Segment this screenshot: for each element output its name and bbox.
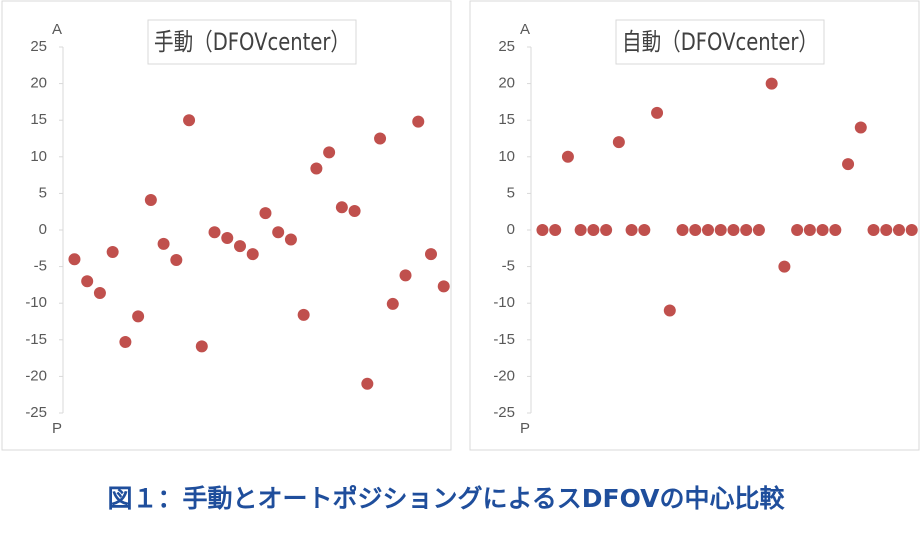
point [892, 224, 905, 236]
point [587, 224, 600, 236]
point [132, 310, 145, 323]
point [803, 224, 816, 236]
point [335, 201, 348, 214]
point [867, 224, 880, 236]
point [361, 377, 374, 390]
point [829, 224, 842, 236]
y-tick-label: 0 [507, 221, 515, 238]
point [348, 204, 361, 217]
y-tick-label: 0 [39, 221, 47, 238]
point [791, 224, 804, 236]
y-tick-label: -5 [34, 258, 47, 275]
point [424, 248, 437, 261]
point [233, 240, 246, 253]
point [412, 115, 425, 128]
y-tick-label: -10 [25, 294, 47, 311]
point [752, 224, 765, 236]
point [905, 224, 918, 236]
point [701, 224, 714, 236]
point [625, 224, 638, 236]
point [536, 224, 549, 236]
y-tick-label: -5 [502, 258, 515, 275]
point [638, 224, 651, 236]
y-tick-label: -25 [493, 404, 515, 421]
point [310, 162, 323, 175]
y-tick-label: 15 [498, 111, 515, 128]
chart-title: 自動（DFOVcenter） [622, 28, 818, 56]
point [727, 224, 740, 236]
axis-label: A [52, 21, 62, 38]
axis-label: A [520, 21, 530, 38]
point [144, 193, 157, 206]
point [765, 77, 778, 90]
point [612, 136, 625, 149]
point [68, 253, 81, 266]
point [676, 224, 689, 236]
point [272, 226, 285, 239]
y-tick-label: -25 [25, 404, 47, 421]
point [600, 224, 613, 236]
point [284, 233, 297, 246]
point [880, 224, 893, 236]
point [663, 304, 676, 317]
point [740, 224, 753, 236]
point [81, 275, 94, 288]
point [246, 248, 259, 261]
y-tick-label: 5 [39, 184, 47, 201]
point [93, 286, 106, 299]
axis-label: P [52, 420, 62, 437]
y-tick-label: -10 [493, 294, 515, 311]
y-tick-label: -15 [25, 331, 47, 348]
point [778, 260, 791, 273]
point [183, 114, 196, 127]
point [842, 158, 855, 171]
point [651, 106, 664, 119]
y-tick-label: 20 [30, 75, 47, 92]
y-tick-label: 25 [498, 38, 515, 55]
point [170, 254, 183, 267]
point [714, 224, 727, 236]
y-tick-label: 25 [30, 38, 47, 55]
y-tick-label: 10 [498, 148, 515, 165]
point [386, 297, 399, 310]
point [816, 224, 829, 236]
y-tick-label: 10 [30, 148, 47, 165]
y-tick-label: -15 [493, 331, 515, 348]
point [323, 146, 336, 159]
point [561, 150, 574, 163]
point [374, 132, 387, 145]
y-tick-label: -20 [25, 367, 47, 384]
point [399, 269, 412, 282]
point [574, 224, 587, 236]
y-tick-label: -20 [493, 367, 515, 384]
chart-title: 手動（DFOVcenter） [154, 28, 350, 56]
point [549, 224, 562, 236]
point [259, 207, 272, 220]
point [195, 340, 208, 353]
axis-label: P [520, 420, 530, 437]
point [119, 335, 132, 348]
point [208, 226, 221, 239]
title-box [147, 19, 357, 65]
y-tick-label: 20 [498, 75, 515, 92]
point [221, 232, 234, 245]
point [157, 237, 170, 250]
point [854, 121, 867, 134]
panel [1, 0, 452, 451]
caption: 図１：手動とオートポジショングによるスDFOVの中心比較 [107, 484, 785, 513]
title-box [615, 19, 825, 65]
y-tick-label: 5 [507, 184, 515, 201]
point [106, 245, 119, 258]
point [689, 224, 702, 236]
y-tick-label: 15 [30, 111, 47, 128]
point [297, 308, 310, 321]
point [437, 280, 450, 293]
